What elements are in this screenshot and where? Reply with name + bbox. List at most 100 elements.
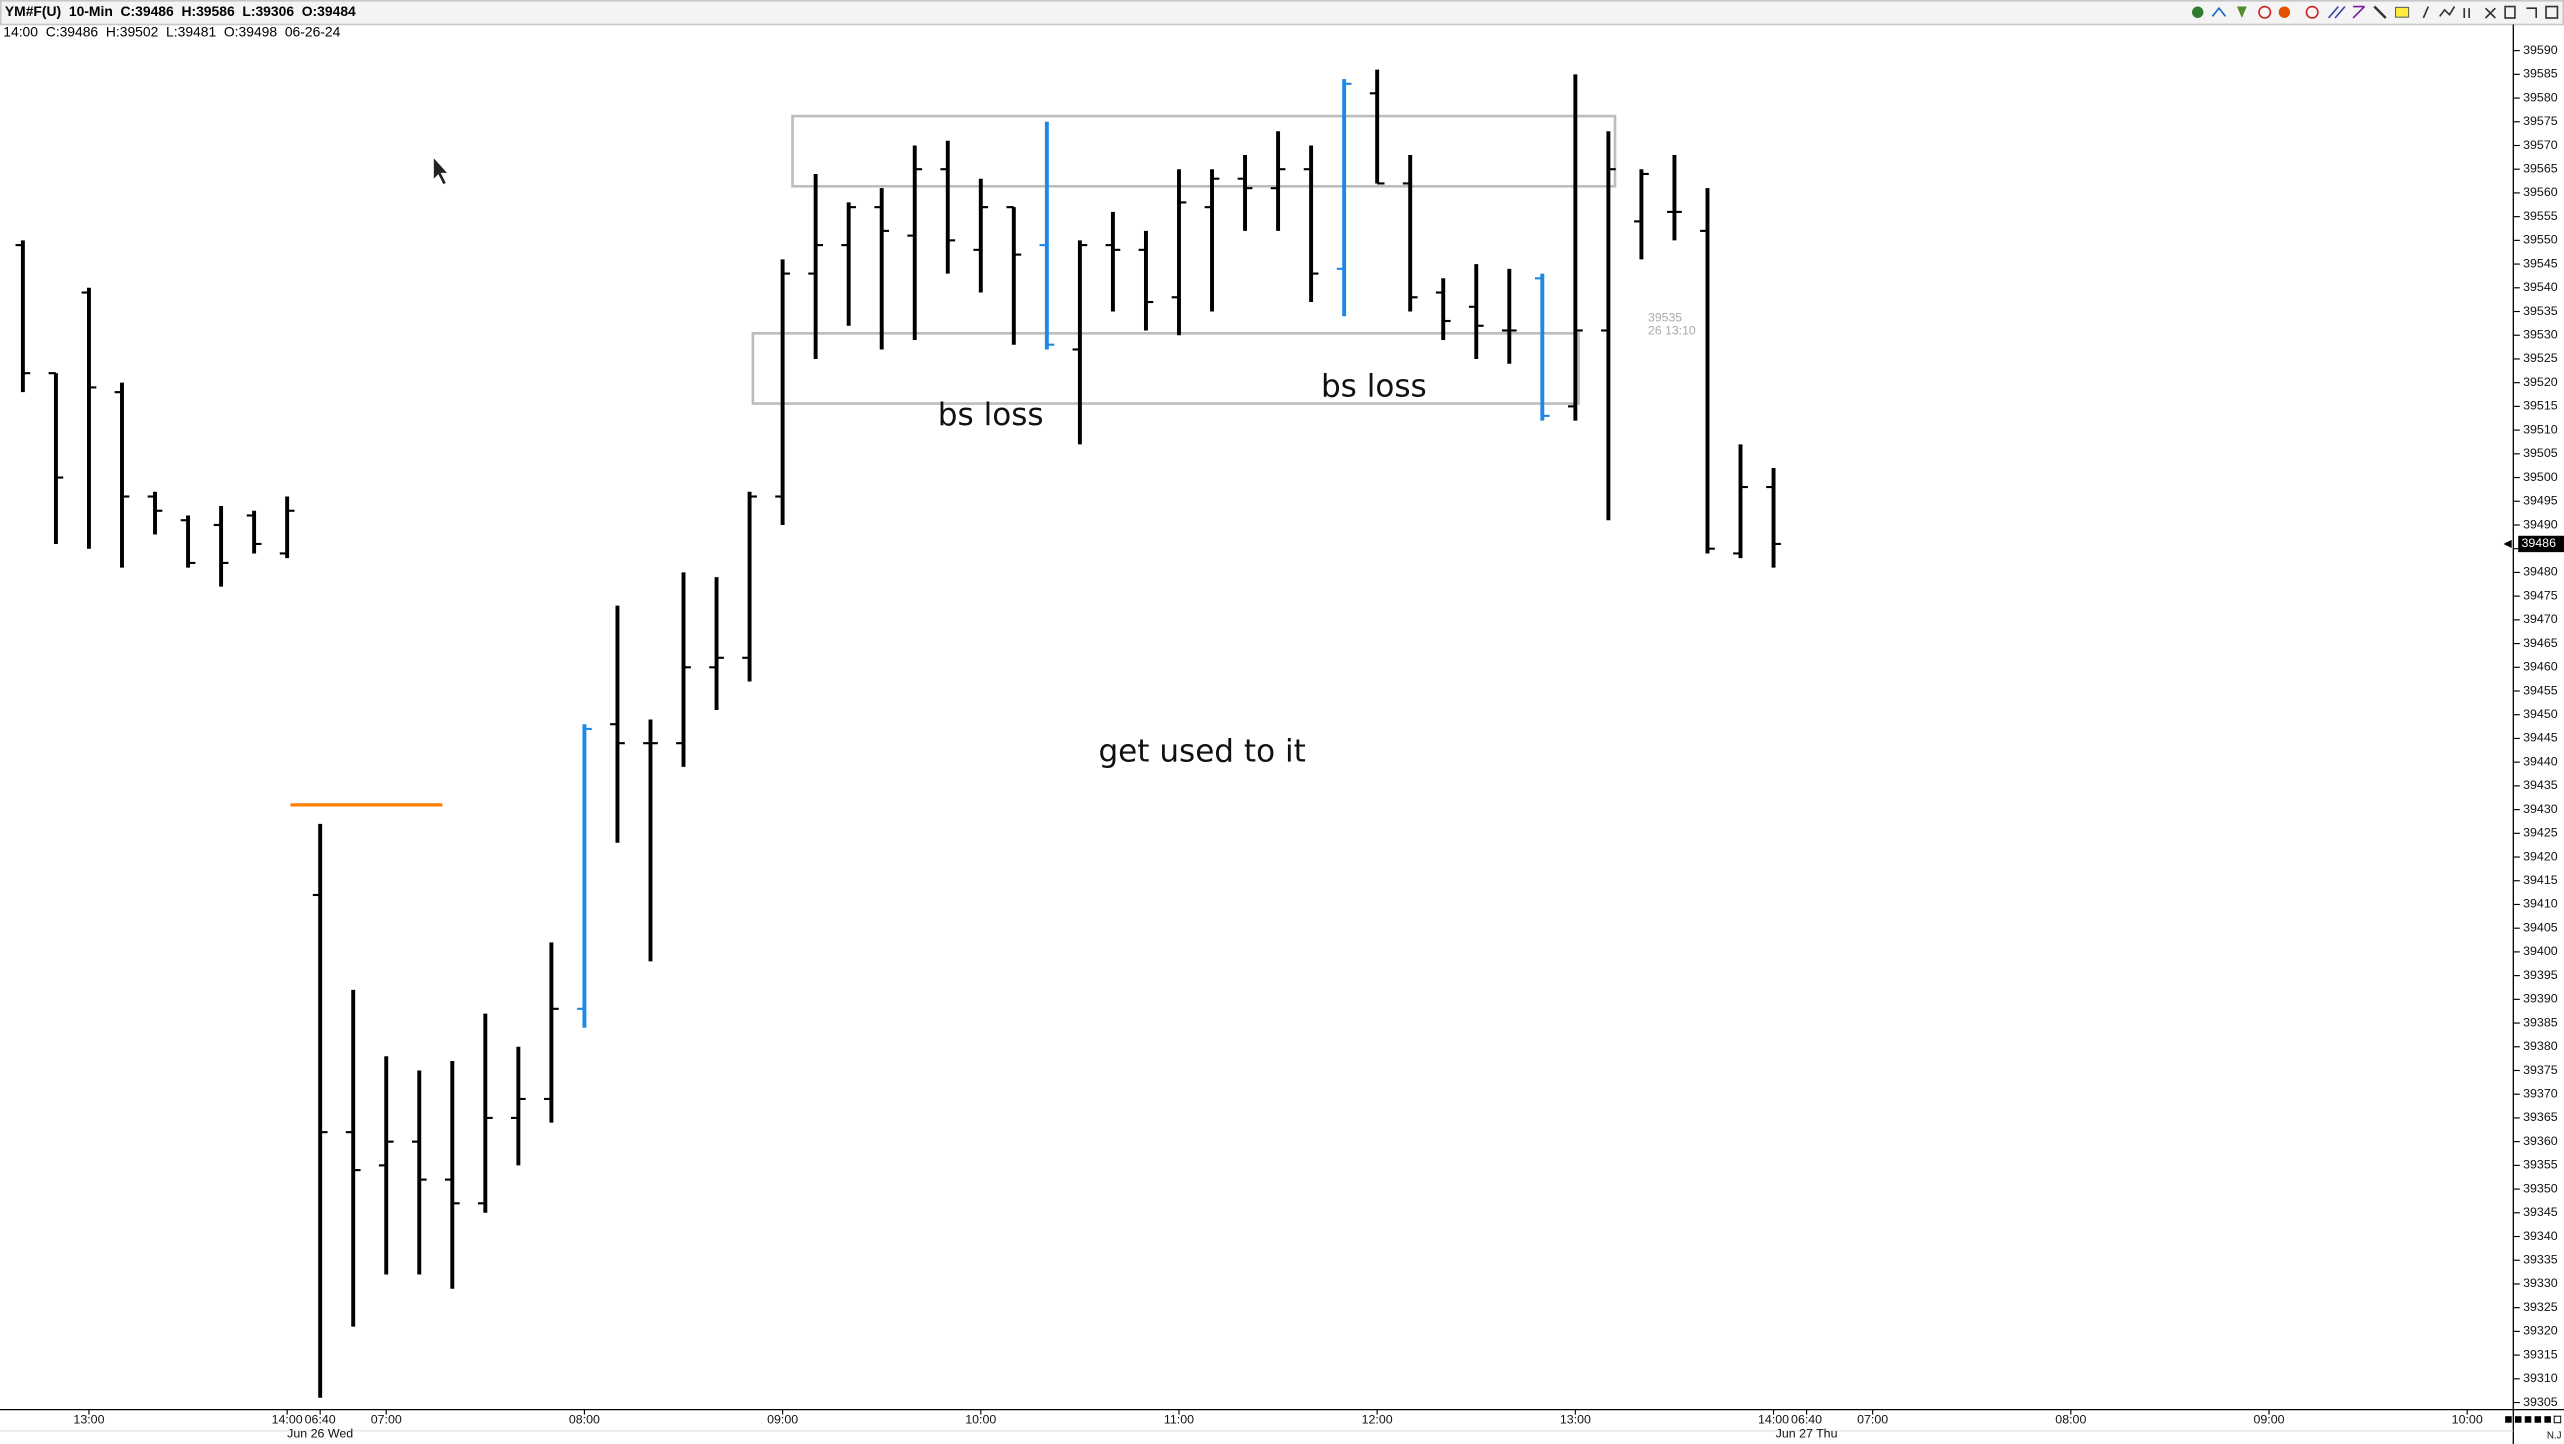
y-tick-label: 39450 [2523,707,2558,721]
tool-icon[interactable] [2463,8,2470,18]
ohlc-bar [1501,268,1517,364]
tool-icon[interactable] [2422,6,2430,19]
ohlc-bar [1237,154,1253,231]
y-tick-label: 39385 [2523,1015,2558,1029]
y-tick-label: 39435 [2523,778,2558,792]
ohlc-bar [1667,154,1682,241]
tool-icon[interactable] [2278,6,2291,18]
ohlc-bar [1138,230,1154,331]
ohlc-bar [1733,444,1748,559]
x-tick-label: 07:00 [371,1413,402,1427]
y-tick-label: 39415 [2523,873,2558,887]
x-tick-label: 13:00 [1560,1413,1591,1427]
y-tick-label: 39350 [2523,1181,2558,1195]
last-price-box [2518,535,2564,553]
ohlc-bar [643,719,658,962]
ohlc-bar [1700,188,1715,554]
y-tick-label: 39560 [2523,185,2558,199]
corner-boxes [2505,1415,2562,1424]
ohlc-bar [1468,264,1484,359]
tool-icon[interactable] [2191,6,2204,18]
y-tick-label: 39340 [2523,1229,2558,1243]
ohlc-bar [1039,121,1055,350]
ohlc-bar [1105,211,1121,312]
y-tick-label: 39500 [2523,470,2558,484]
y-tick-label: 39545 [2523,256,2558,270]
ohlc-bar [1336,79,1352,317]
y-tick-label: 39370 [2523,1086,2558,1100]
y-tick-label: 39510 [2523,422,2558,436]
y-tick-label: 39430 [2523,802,2558,816]
y-tick-label: 39440 [2523,754,2558,768]
x-tick-label: 11:00 [1164,1413,1194,1427]
ohlc-bar [378,1056,394,1275]
y-tick-label: 39360 [2523,1134,2558,1148]
y-tick-label: 39490 [2523,517,2558,531]
corner-box [2505,1416,2512,1423]
last-price-arrow [2503,539,2512,549]
mouse-cursor [432,155,450,186]
ohlc-bar [279,496,295,559]
annotation: bs loss [938,397,1044,433]
y-tick-label: 39540 [2523,280,2558,294]
y-tick-label: 39525 [2523,351,2558,365]
tool-icon[interactable] [2258,5,2272,19]
date-label: Jun 27 Thu [1776,1426,1838,1440]
corner-box [2524,1416,2532,1423]
y-tick-label: 39590 [2523,43,2558,57]
ohlc-bar [15,240,31,393]
y-tick-label: 39310 [2523,1371,2558,1385]
ohlc-bar [808,173,823,359]
toolbar[interactable] [2191,5,2559,19]
ohlc-bar [1006,206,1022,345]
tool-icon[interactable] [2395,6,2410,18]
tool-icon[interactable] [2484,7,2496,19]
y-tick-label: 39445 [2523,731,2558,745]
y-tick-label: 39380 [2523,1039,2558,1053]
ohlc-bar [1303,145,1319,303]
tool-icon[interactable] [2327,6,2346,19]
y-tick-label: 39425 [2523,826,2558,840]
y-tick-label: 39520 [2523,375,2558,389]
y-tick-label: 39405 [2523,920,2558,934]
ohlc-bar [610,605,625,843]
ohlc-bar [973,178,989,293]
ohlc-bar [1171,169,1187,336]
y-tick-label: 39410 [2523,897,2558,911]
ohlc-bar [511,1046,526,1166]
y-tick-label: 39355 [2523,1158,2558,1172]
x-tick-label: 10:00 [965,1413,996,1427]
ohlc-bar [1435,278,1451,340]
ohlc-bar [213,506,229,587]
crosshair-label: 26 13:10 [1648,324,1696,338]
x-tick-label: 10:00 [2452,1413,2483,1427]
tool-icon[interactable] [2352,5,2366,19]
y-tick-label: 39330 [2523,1276,2558,1290]
tool-icon[interactable] [2439,6,2456,17]
tool-icon[interactable] [2305,5,2319,19]
y-tick-label: 39580 [2523,90,2558,104]
tool-icon[interactable] [2236,6,2247,18]
x-tick-label: 08:00 [569,1413,600,1427]
crosshair-label: 39535 [1648,310,1682,324]
ohlc-bar [1369,69,1385,185]
ohlc-bar [544,942,559,1123]
ohlc-bar [345,989,361,1327]
tool-icon[interactable] [2545,5,2559,19]
tool-icon[interactable] [2211,6,2227,17]
annotation: bs loss [1321,368,1427,404]
corner-box [2553,1415,2562,1424]
tool-icon[interactable] [2373,5,2387,19]
rectangle-drawing [791,114,1617,188]
y-tick-label: 39335 [2523,1253,2558,1267]
ohlc-bar [709,577,724,710]
ohlc-bar [676,572,691,767]
y-tick-label: 39365 [2523,1110,2558,1124]
y-tick-label: 39495 [2523,494,2558,508]
tool-icon[interactable] [2526,7,2538,18]
x-tick-label: 13:00 [73,1413,104,1427]
tool-icon[interactable] [2504,5,2516,19]
corner-box [2534,1416,2542,1423]
date-label: Jun 26 Wed [287,1426,353,1440]
